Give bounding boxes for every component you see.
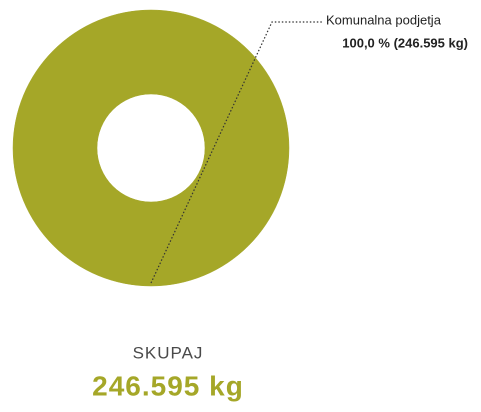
legend-label: Komunalna podjetja — [326, 12, 442, 27]
value-label: 100,0 % (246.595 kg) — [342, 35, 468, 50]
donut-slice — [12, 9, 290, 287]
total-label: 246.595 kg — [92, 370, 244, 401]
total-title: SKUPAJ — [133, 343, 204, 362]
leader-line — [150, 21, 322, 284]
